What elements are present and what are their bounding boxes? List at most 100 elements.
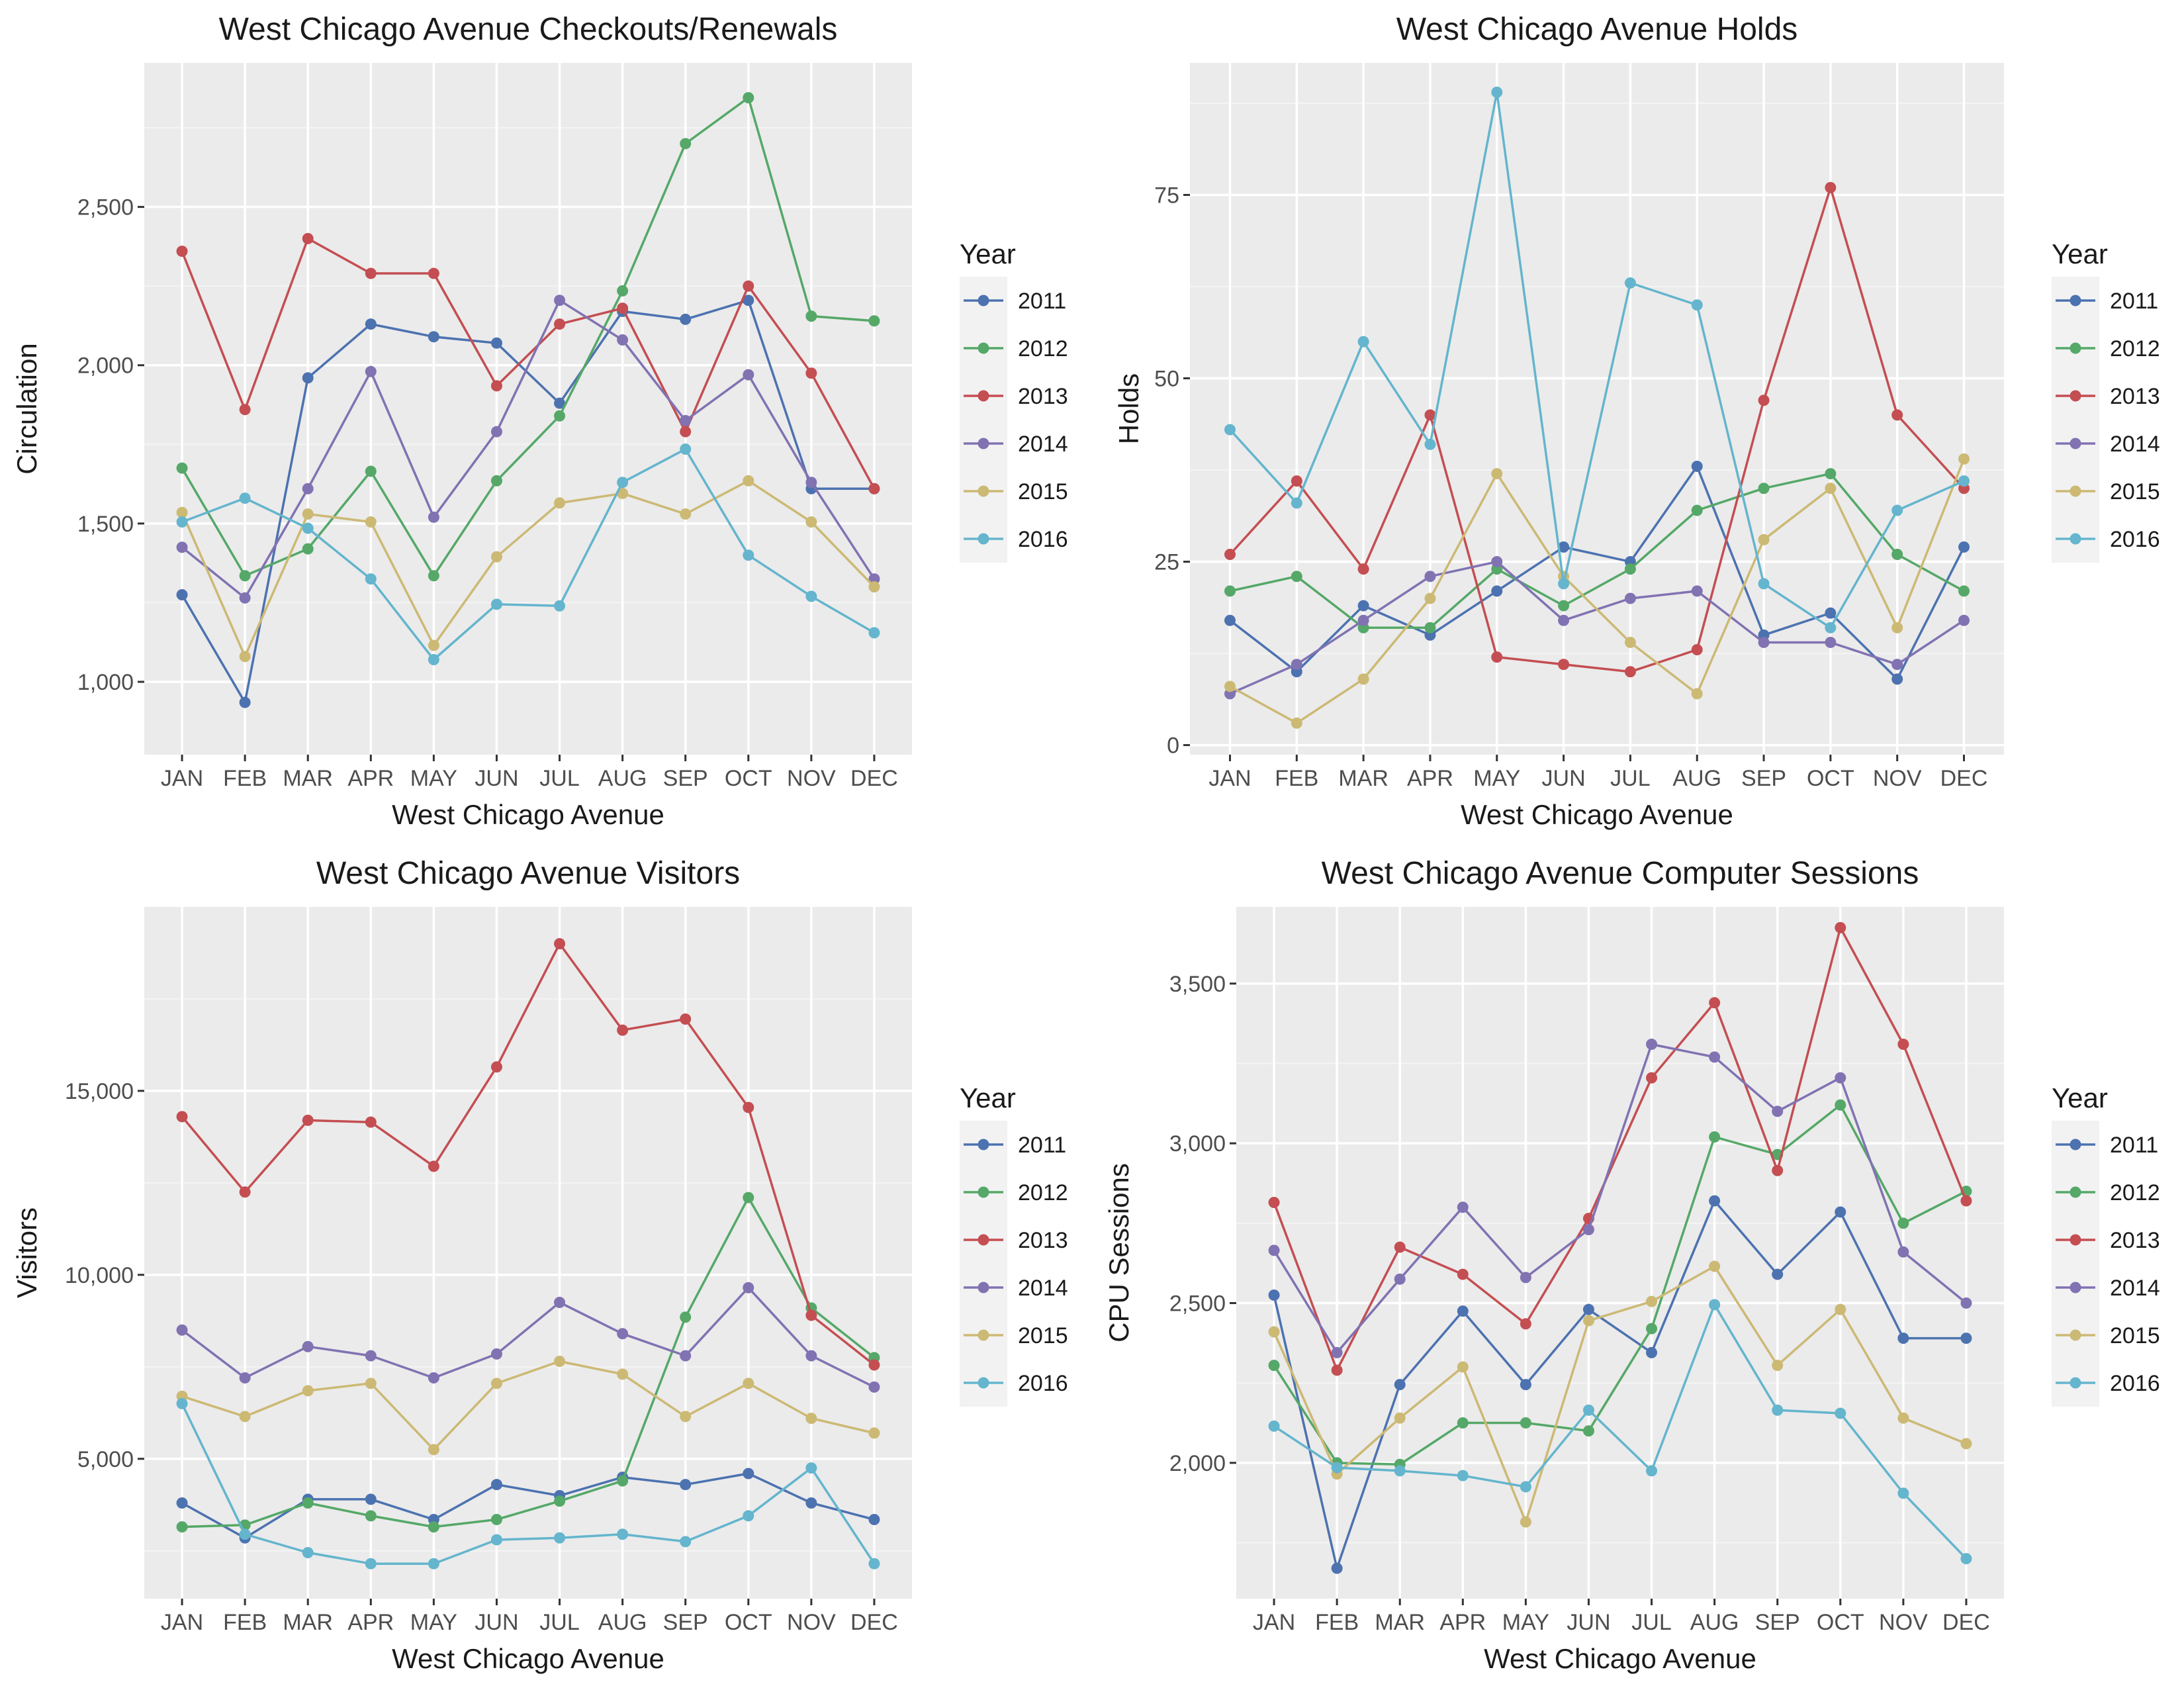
- data-point-2015: [805, 1413, 817, 1425]
- data-point-2012: [1558, 600, 1570, 612]
- data-point-2011: [680, 313, 692, 325]
- data-point-2014: [176, 1324, 188, 1336]
- data-point-2013: [176, 1111, 188, 1123]
- data-point-2016: [1960, 1553, 1972, 1565]
- data-point-2014: [1758, 636, 1770, 648]
- data-point-2016: [1624, 277, 1636, 289]
- legend-key-point: [2070, 1282, 2081, 1293]
- data-point-2015: [1624, 636, 1636, 648]
- data-point-2012: [365, 465, 377, 477]
- data-point-2015: [554, 497, 566, 509]
- data-point-2013: [428, 1160, 439, 1172]
- data-point-2016: [1357, 336, 1369, 348]
- data-point-2016: [1268, 1420, 1280, 1432]
- x-tick-label: MAR: [1338, 766, 1388, 791]
- x-tick-label: FEB: [1315, 1610, 1359, 1635]
- data-point-2011: [1825, 607, 1837, 619]
- x-tick-label: MAR: [1375, 1610, 1425, 1635]
- data-point-2012: [1457, 1417, 1469, 1429]
- data-point-2016: [239, 492, 251, 504]
- series-line-2016: [1273, 1303, 1968, 1560]
- legend-key-point: [2070, 1186, 2081, 1198]
- y-tick-label: 75: [1154, 183, 1179, 208]
- data-point-2014: [1491, 556, 1503, 568]
- data-point-2016: [868, 1558, 880, 1570]
- data-point-2015: [1268, 1326, 1280, 1338]
- data-point-2013: [365, 267, 377, 279]
- legend-title: Year: [2052, 1082, 2108, 1113]
- data-point-2014: [1424, 571, 1436, 583]
- x-tick-label: JUL: [539, 766, 579, 791]
- x-tick-label: FEB: [223, 766, 267, 791]
- series-line-2011: [181, 299, 874, 704]
- legend-label-2011: 2011: [1018, 1133, 1066, 1158]
- data-point-2013: [365, 1116, 377, 1128]
- data-point-2015: [365, 1378, 377, 1389]
- series-line-2012: [1273, 1103, 1967, 1466]
- data-point-2016: [743, 549, 754, 561]
- legend-key-point: [2070, 1377, 2081, 1389]
- data-point-2011: [805, 1497, 817, 1509]
- data-point-2016: [176, 1397, 188, 1409]
- legend-title: Year: [960, 1082, 1016, 1113]
- data-point-2016: [428, 654, 439, 666]
- data-point-2015: [239, 651, 251, 663]
- data-point-2011: [239, 696, 251, 708]
- data-point-2016: [1691, 299, 1703, 311]
- plot-background: [144, 63, 912, 755]
- data-point-2016: [365, 1558, 377, 1570]
- data-point-2015: [365, 516, 377, 528]
- x-tick-label: SEP: [663, 766, 708, 791]
- data-point-2012: [1891, 548, 1903, 560]
- x-tick-label: OCT: [725, 766, 772, 791]
- legend-label-2016: 2016: [1018, 527, 1068, 552]
- y-axis-label: Visitors: [11, 1207, 42, 1298]
- data-point-2013: [1772, 1164, 1784, 1176]
- data-point-2016: [1958, 475, 1970, 487]
- y-tick-label: 2,500: [77, 195, 134, 220]
- data-point-2016: [1558, 578, 1570, 590]
- x-tick-label: AUG: [1690, 1610, 1739, 1635]
- x-tick-label: JUL: [1610, 766, 1650, 791]
- data-point-2011: [428, 331, 439, 343]
- legend-label-2016: 2016: [2110, 527, 2160, 552]
- data-point-2011: [490, 1479, 502, 1491]
- y-tick-label: 50: [1154, 367, 1179, 392]
- legend-label-2012: 2012: [2110, 336, 2160, 361]
- y-tick-label: 25: [1154, 550, 1179, 575]
- data-point-2011: [176, 588, 188, 600]
- data-point-2014: [1268, 1244, 1280, 1256]
- data-point-2015: [554, 1355, 566, 1367]
- data-point-2014: [365, 365, 377, 377]
- x-tick-label: JUL: [539, 1610, 579, 1635]
- data-point-2012: [428, 1521, 439, 1533]
- x-tick-label: MAR: [283, 1610, 333, 1635]
- data-point-2011: [743, 1468, 754, 1479]
- legend-key-point: [978, 1139, 989, 1150]
- x-axis-label: West Chicago Avenue: [1484, 1643, 1756, 1674]
- legend-label-2015: 2015: [1018, 479, 1068, 504]
- data-point-2013: [1758, 395, 1770, 406]
- data-point-2012: [176, 1521, 188, 1533]
- chart-title: West Chicago Avenue Checkouts/Renewals: [219, 12, 838, 47]
- data-point-2015: [743, 1378, 754, 1389]
- chart-title: West Chicago Avenue Visitors: [316, 856, 740, 891]
- data-point-2012: [1825, 468, 1837, 480]
- data-point-2013: [1691, 644, 1703, 656]
- data-point-2013: [1357, 563, 1369, 575]
- data-point-2014: [365, 1350, 377, 1362]
- data-point-2014: [1835, 1072, 1846, 1084]
- series-line-2013: [1273, 926, 1968, 1372]
- data-point-2013: [554, 318, 566, 330]
- data-point-2013: [1394, 1241, 1406, 1253]
- legend-key-point: [2070, 1234, 2081, 1246]
- visitors-chart: 5,000 10,000 15,000 JAN FEB MAR APR MAY JUN JUL AU…: [11, 856, 1068, 1674]
- data-point-2015: [1224, 680, 1236, 692]
- data-point-2011: [1772, 1268, 1784, 1280]
- legend-key-point: [2070, 1139, 2081, 1150]
- data-point-2016: [617, 1528, 629, 1540]
- data-point-2013: [1709, 997, 1721, 1009]
- x-tick-label: JUN: [475, 1610, 518, 1635]
- data-point-2014: [1897, 1246, 1909, 1258]
- y-tick-label: 3,500: [1169, 972, 1226, 997]
